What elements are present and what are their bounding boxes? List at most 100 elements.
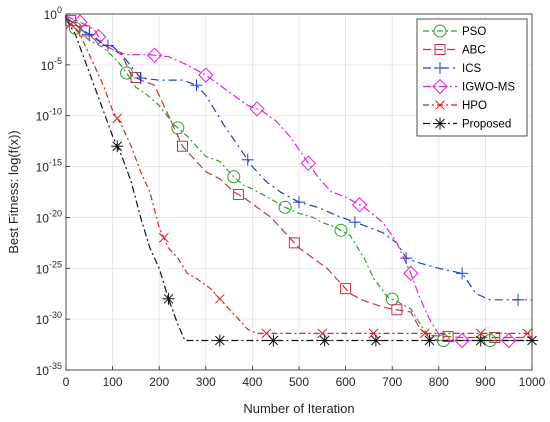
data-point-pso: [278, 200, 292, 214]
data-point-proposed: [162, 292, 175, 305]
legend-label-ics: ICS: [462, 63, 482, 75]
series-line-igwo-ms: [65, 15, 532, 342]
data-point-hpo: [522, 328, 533, 339]
data-point-abc: [391, 304, 403, 316]
x-tick-label: 200: [149, 375, 169, 389]
data-point-hpo: [65, 19, 76, 30]
y-axis-label: Best Fitness: log(f(x)): [6, 130, 21, 254]
y-tick-label: 100: [44, 5, 62, 22]
legend-label-proposed: Proposed: [462, 119, 511, 131]
data-point-ics: [83, 28, 96, 41]
y-tick-exponent: -10: [49, 107, 62, 117]
data-point-proposed: [423, 334, 436, 347]
legend-marker-pso: [433, 24, 447, 38]
data-point-ics: [134, 72, 147, 85]
data-point-ics: [400, 252, 413, 265]
legend-label-abc: ABC: [462, 45, 486, 57]
data-point-abc: [232, 189, 244, 201]
y-tick-label: 10-20: [36, 208, 62, 225]
data-point-igwo-ms: [249, 101, 265, 117]
y-tick-label: 10-10: [36, 107, 62, 124]
y-tick-base: 10: [44, 8, 58, 22]
x-tick-label: 700: [382, 375, 402, 389]
data-point-abc: [340, 283, 352, 295]
legend-label-igwo-ms: IGWO-MS: [462, 82, 515, 94]
data-point-igwo-ms: [351, 197, 368, 213]
data-point-abc: [442, 331, 454, 343]
y-tick-base: 10: [36, 313, 50, 327]
data-point-abc: [288, 237, 300, 249]
legend-label-hpo: HPO: [462, 100, 487, 112]
y-tick-exponent: -5: [54, 56, 62, 66]
data-point-ics: [101, 39, 114, 52]
data-point-ics: [512, 293, 525, 306]
data-point-proposed: [474, 334, 487, 347]
series-line-proposed: [65, 18, 532, 342]
data-point-igwo-ms: [198, 67, 214, 83]
x-tick-label: 300: [196, 375, 216, 389]
y-tick-exponent: -15: [49, 158, 62, 168]
y-tick-label: 10-35: [36, 361, 62, 378]
y-tick-label: 10-5: [41, 56, 62, 73]
x-tick-label: 800: [429, 375, 449, 389]
data-point-igwo-ms: [500, 332, 517, 349]
legend-marker-igwo-ms: [432, 78, 448, 95]
data-point-ics: [348, 216, 361, 229]
legend: PSO ABC ICS IGWO-MS HPO Proposed: [416, 18, 528, 137]
x-tick-label: 100: [103, 375, 123, 389]
data-point-hpo: [317, 328, 328, 339]
data-point-proposed: [267, 334, 280, 347]
data-point-ics: [190, 79, 203, 92]
data-point-igwo-ms: [146, 47, 163, 63]
x-tick-label: 0: [63, 375, 70, 389]
series-line-abc: [65, 16, 532, 339]
data-point-pso: [171, 121, 185, 135]
legend-marker-proposed: [434, 117, 446, 130]
x-tick-label: 600: [336, 375, 356, 389]
data-point-proposed: [111, 140, 124, 153]
y-tick-base: 10: [36, 161, 50, 175]
y-tick-exponent: -35: [49, 361, 62, 371]
y-tick-exponent: 0: [57, 5, 62, 15]
data-point-hpo: [159, 232, 169, 243]
data-point-pso: [227, 170, 241, 184]
y-tick-base: 10: [41, 59, 55, 73]
data-point-proposed: [318, 334, 331, 347]
data-point-abc: [177, 140, 188, 152]
axis-ticks: 0 100 200 300 400 500 600 700 800 900 100010010-51…: [36, 5, 546, 389]
legend-label-pso: PSO: [462, 26, 486, 38]
legend-marker-hpo: [435, 100, 445, 110]
data-point-ics: [293, 196, 305, 209]
legend-box: [416, 18, 528, 137]
y-tick-exponent: -30: [49, 310, 62, 320]
data-point-abc: [489, 331, 501, 343]
data-point-proposed: [369, 334, 382, 347]
data-point-pso: [334, 223, 348, 237]
x-tick-label: 900: [475, 375, 495, 389]
series-line-ics: [65, 17, 532, 301]
y-tick-label: 10-30: [36, 310, 62, 327]
legend-marker-ics: [434, 62, 446, 74]
y-tick-base: 10: [36, 110, 50, 124]
data-point-hpo: [112, 113, 123, 124]
x-tick-label: 500: [289, 375, 309, 389]
data-point-hpo: [419, 328, 430, 339]
data-point-hpo: [368, 328, 379, 339]
x-tick-label: 400: [242, 375, 262, 389]
x-axis-label: Number of Iteration: [243, 401, 354, 416]
y-tick-base: 10: [36, 262, 50, 276]
data-point-hpo: [214, 293, 225, 304]
y-tick-exponent: -25: [49, 259, 62, 269]
data-point-igwo-ms: [90, 29, 107, 45]
data-point-hpo: [475, 328, 486, 339]
data-point-proposed: [213, 334, 226, 347]
data-point-igwo-ms: [454, 332, 470, 349]
y-tick-label: 10-25: [36, 259, 62, 276]
y-tick-base: 10: [36, 211, 50, 225]
x-tick-label: 1000: [519, 375, 546, 389]
data-point-igwo-ms: [403, 265, 419, 282]
y-tick-base: 10: [36, 364, 50, 378]
y-tick-label: 10-15: [36, 158, 62, 175]
data-point-igwo-ms: [72, 14, 88, 30]
y-tick-exponent: -20: [49, 208, 62, 218]
